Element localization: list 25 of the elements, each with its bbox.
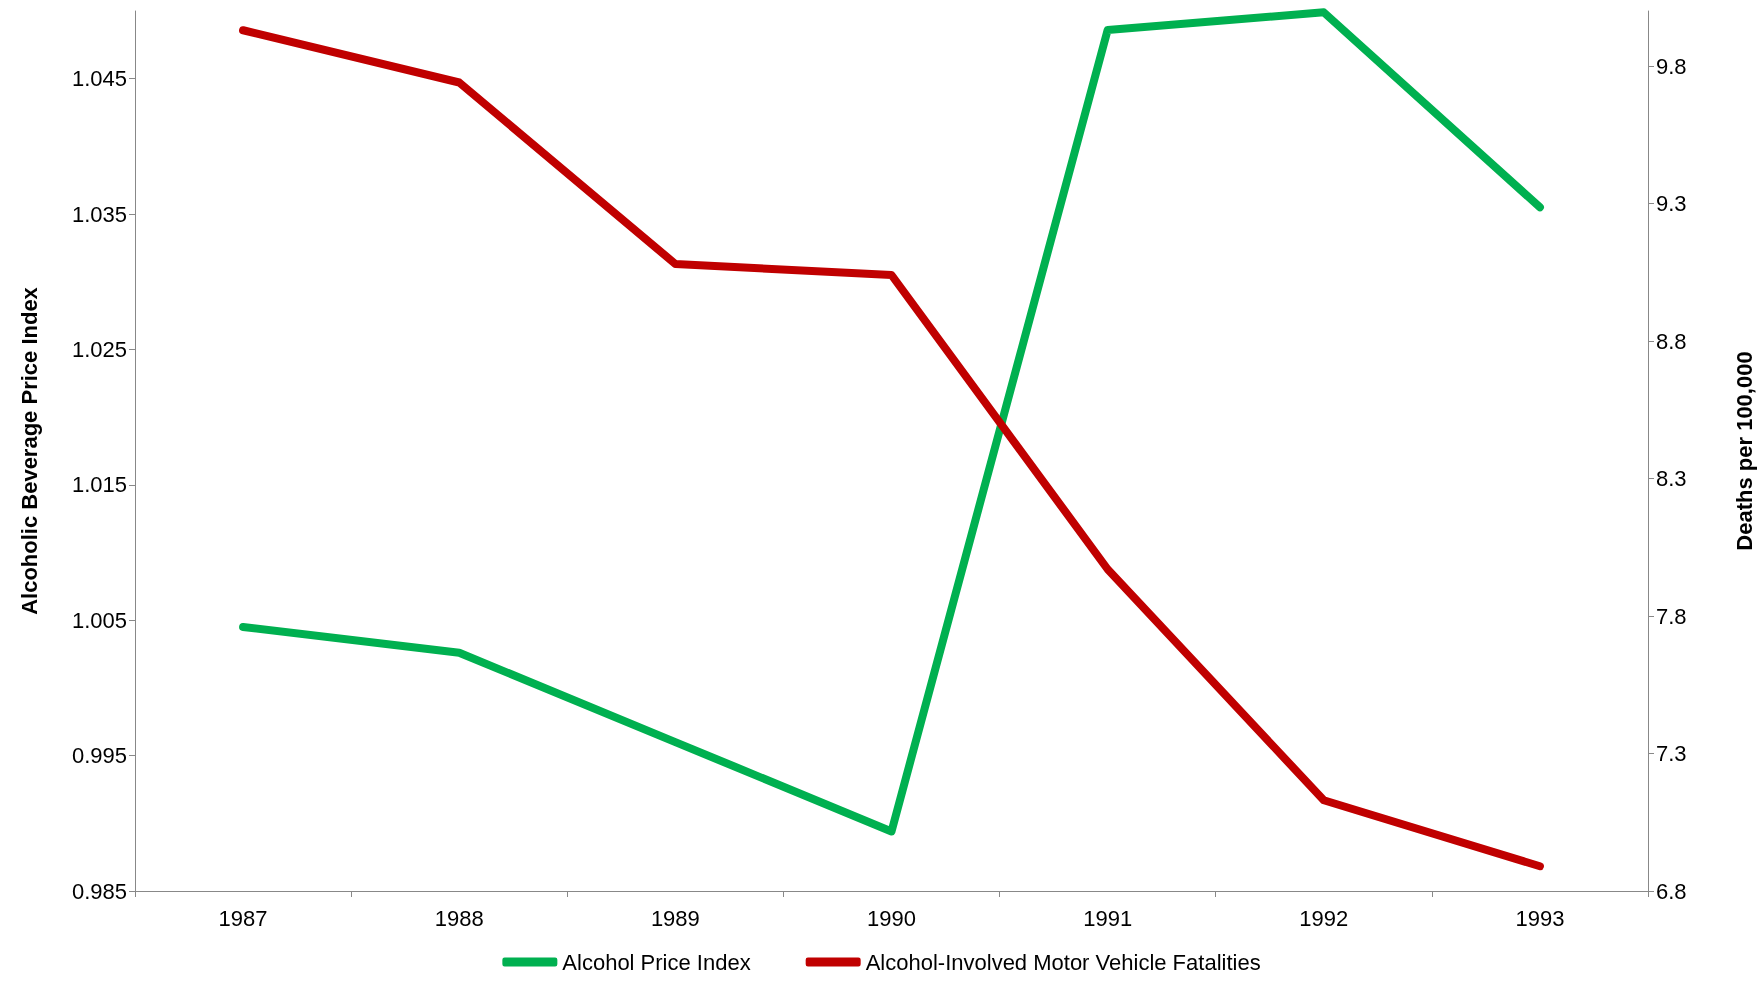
y2-tick-label: 8.8 [1656, 328, 1687, 354]
y2-tick-label: 6.8 [1656, 878, 1687, 904]
legend-label: Alcohol Price Index [562, 949, 751, 975]
y2-axis-title: Deaths per 100,000 [1731, 351, 1757, 551]
y-tick-label: 1.015 [71, 472, 127, 498]
y-tick-label: 1.045 [71, 66, 127, 92]
x-tick-label: 1992 [1299, 905, 1349, 931]
y2-tick-label: 9.3 [1656, 191, 1687, 216]
y-tick-label: 1.035 [71, 201, 127, 227]
y2-tick-label: 7.3 [1656, 741, 1687, 766]
x-tick-label: 1987 [218, 905, 268, 931]
y-axis-title: Alcoholic Beverage Price Index [16, 286, 42, 615]
x-tick-label: 1990 [867, 905, 916, 931]
y-tick-label: 1.025 [71, 336, 127, 362]
y2-tick-label: 8.3 [1656, 466, 1687, 491]
legend-label: Alcohol-Involved Motor Vehicle Fatalities [865, 949, 1261, 975]
y-tick-label: 0.985 [71, 878, 127, 904]
y2-tick-label: 9.8 [1656, 53, 1687, 79]
x-tick-label: 1988 [434, 905, 484, 931]
x-tick-label: 1991 [1083, 905, 1133, 931]
y2-tick-label: 7.8 [1656, 603, 1687, 629]
x-tick-label: 1993 [1515, 905, 1565, 931]
y-tick-label: 1.005 [71, 607, 127, 633]
x-tick-label: 1989 [650, 905, 700, 931]
y-tick-label: 0.995 [71, 743, 127, 769]
